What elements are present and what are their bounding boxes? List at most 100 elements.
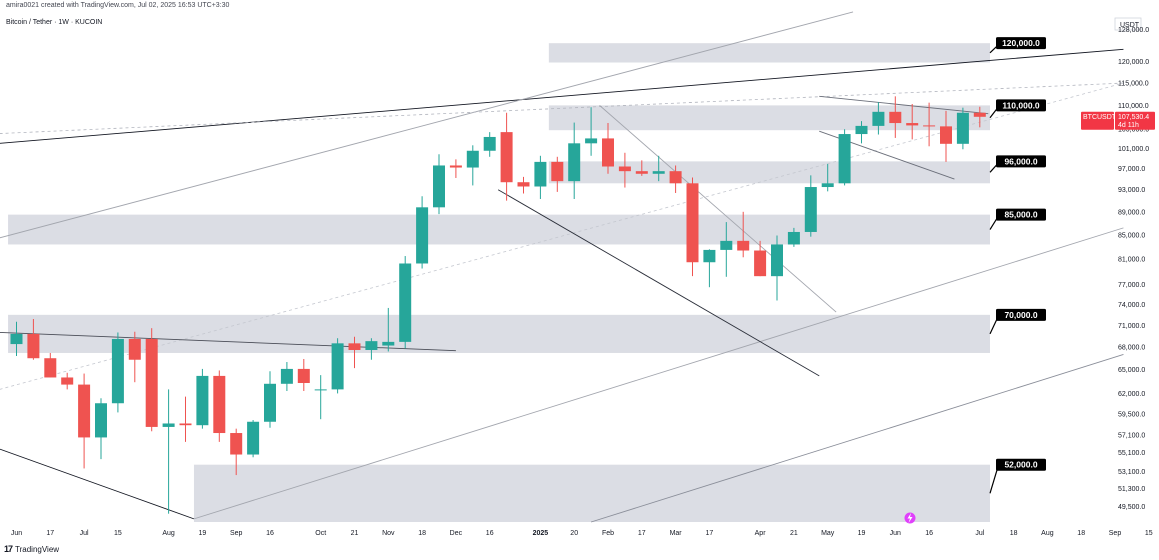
zone-badge: 52,000.0 <box>989 458 1046 494</box>
candle-up <box>804 175 817 237</box>
price-tick-label: 57,100.0 <box>1118 432 1145 439</box>
price-tag-bg <box>1081 111 1114 130</box>
candle-body <box>416 207 429 264</box>
candle-body <box>449 165 462 168</box>
candle-body <box>44 358 57 378</box>
zone-badge-bg <box>996 155 1046 168</box>
time-tick-label: Jun <box>890 530 901 537</box>
candle-body <box>399 263 412 342</box>
price-tick-label: 51,300.0 <box>1118 486 1145 493</box>
candle-down <box>551 156 564 192</box>
candle-up <box>787 227 800 247</box>
zone-rect <box>193 464 990 522</box>
time-tick-label: Mar <box>670 530 683 537</box>
candle-down <box>940 110 952 162</box>
candle-down <box>348 336 361 369</box>
candle-body <box>247 421 260 455</box>
trendline <box>0 332 456 352</box>
candle-body <box>179 423 192 426</box>
candle-body <box>602 138 614 167</box>
candle-body <box>145 338 158 427</box>
candle-up <box>838 129 851 186</box>
price-tick-label: 65,000.0 <box>1118 367 1145 374</box>
time-tick-label: 18 <box>418 530 426 537</box>
time-tick-label: Sep <box>230 530 243 537</box>
candle-up <box>855 121 868 144</box>
candle-body <box>382 341 395 346</box>
zone-badge-bg <box>996 208 1046 221</box>
price-tick-label: 110,000.0 <box>1118 103 1149 110</box>
candle-down <box>973 106 986 128</box>
candle-body <box>534 161 547 187</box>
candle-up <box>466 145 479 186</box>
time-tick-label: Oct <box>315 530 326 537</box>
price-tick-label: 97,000.0 <box>1118 166 1145 173</box>
candle-up <box>872 102 885 135</box>
candle-body <box>956 112 969 144</box>
candle-body <box>771 244 783 277</box>
price-tick-label: 77,000.0 <box>1118 282 1145 289</box>
candle-body <box>669 171 682 184</box>
candle-body <box>720 240 733 250</box>
tradingview-logo[interactable]: 17 TradingView <box>4 544 59 554</box>
candle-body <box>95 403 107 438</box>
zone-badge-bg <box>996 99 1046 112</box>
candle-body <box>162 423 175 427</box>
time-tick-label: 16 <box>266 530 274 537</box>
price-tick-label: 128,000.0 <box>1118 27 1149 34</box>
candle-down <box>686 177 699 277</box>
candle-up <box>111 332 124 413</box>
zone-rect <box>8 214 991 245</box>
price-tick-label: 59,500.0 <box>1118 412 1145 419</box>
candle-up <box>652 155 665 182</box>
candle-up <box>10 321 23 356</box>
zone-badge: 110,000.0 <box>989 99 1046 119</box>
zone-badge-pointer <box>989 466 999 494</box>
price-tick-label: 101,000.0 <box>1118 146 1149 153</box>
candle-down <box>602 123 614 174</box>
candle-up <box>568 122 581 199</box>
candle-body <box>838 134 851 184</box>
time-axis: Jun 17 Jul 15 Aug 19 Sep 16 Oct 21 Nov 18 Dec 16 2025 2… <box>11 530 1153 537</box>
time-tick-label: 15 <box>1145 530 1153 537</box>
price-tick-label: 81,000.0 <box>1118 257 1145 264</box>
zone-badge-bg <box>996 37 1046 50</box>
candle-body <box>230 433 243 455</box>
trendline <box>0 82 1124 390</box>
candles <box>10 96 986 514</box>
zone-badges: 120,000.0 110,000.0 96,000.0 85,000.0 70,000… <box>989 37 1046 494</box>
lightning-glyph <box>907 513 913 523</box>
price-tick-label: 49,500.0 <box>1118 504 1145 511</box>
trendline <box>590 354 1124 523</box>
time-tick-label: Jul <box>975 530 984 537</box>
candle-body <box>61 377 74 385</box>
zone-badge-bg <box>996 458 1046 471</box>
price-tag-symbol: BTCUSDT <box>1083 114 1117 121</box>
candle-down <box>737 211 750 258</box>
trendline <box>819 95 989 115</box>
trendline <box>193 227 1124 520</box>
trendline <box>0 448 195 520</box>
time-tick-label: 20 <box>570 530 578 537</box>
price-axis: USDT 49,500.0 51,300.0 53,100.0 55,100.0 57,1… <box>1114 17 1149 511</box>
candle-down <box>500 112 513 201</box>
zone-badge: 70,000.0 <box>989 308 1046 335</box>
candle-body <box>314 389 327 391</box>
candle-up <box>264 371 276 428</box>
candle-up <box>771 235 783 301</box>
zone-badge-label: 85,000.0 <box>1004 210 1037 220</box>
candle-down <box>213 370 226 442</box>
candle-body <box>923 125 936 127</box>
trendline <box>497 189 820 377</box>
price-axis-currency-box <box>1114 17 1142 31</box>
time-tick-label: Jul <box>80 530 89 537</box>
candle-down <box>61 372 74 390</box>
price-tick-label: 89,000.0 <box>1118 209 1145 216</box>
candle-body <box>331 343 344 390</box>
price-tick-label: 62,000.0 <box>1118 391 1145 398</box>
candle-body <box>889 111 902 124</box>
candle-body <box>821 183 834 188</box>
candle-down <box>906 104 919 140</box>
trendline <box>0 48 1124 144</box>
